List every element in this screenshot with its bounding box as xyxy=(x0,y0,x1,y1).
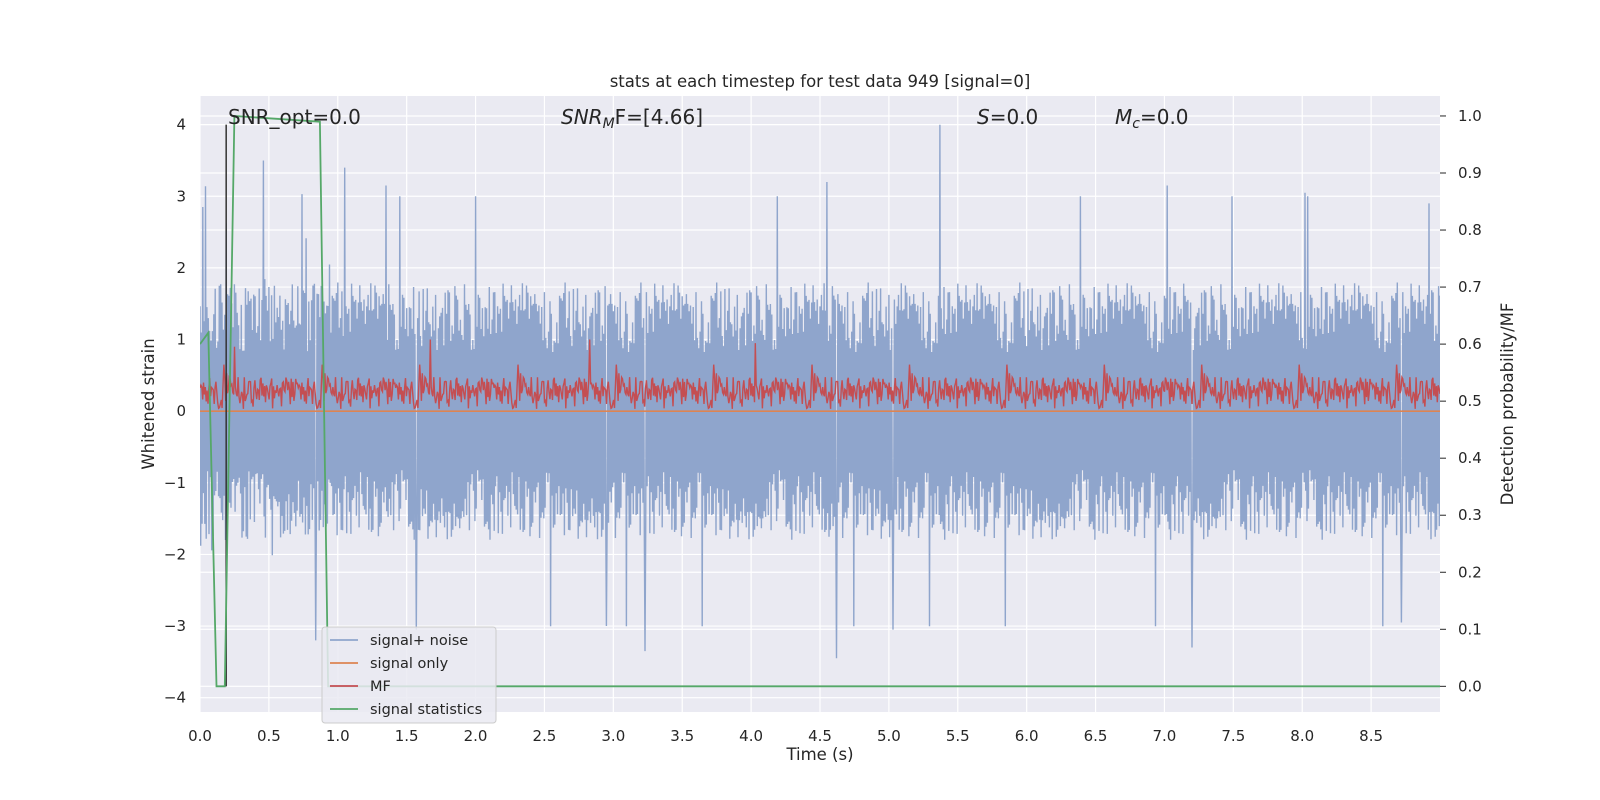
x-tick-label: 6.0 xyxy=(1015,727,1039,745)
legend-box xyxy=(321,626,497,724)
x-tick-label: 7.5 xyxy=(1221,727,1245,745)
annotation-s-main: S xyxy=(977,105,990,129)
x-tick-label: 3.5 xyxy=(670,727,694,745)
y2-tick-label: 0.6 xyxy=(1458,335,1482,353)
series-signal-plus-noise xyxy=(200,124,1440,659)
x-tick-label: 6.5 xyxy=(1084,727,1108,745)
legend-label-mf: MF xyxy=(370,679,391,695)
y-axis-label: Whitened strain xyxy=(139,338,158,469)
y2-tick-label: 0.5 xyxy=(1458,392,1482,410)
annotation-s: S=0.0 xyxy=(977,105,1038,129)
y2-tick-label: 0.1 xyxy=(1458,620,1482,638)
y2-axis-ticks: 1.0 0.9 0.8 0.7 0.6 0.5 0.4 0.3 0.2 0.1 0.0 xyxy=(1440,107,1482,695)
x-tick-label: 1.5 xyxy=(395,727,419,745)
annotation-mc-main: M xyxy=(1115,105,1132,129)
y-tick-label: 2 xyxy=(176,259,186,277)
y-tick-label: −1 xyxy=(164,474,186,492)
annotation-snr-mf: SNRMF=[4.66] xyxy=(561,105,703,132)
x-tick-label: 4.0 xyxy=(739,727,763,745)
annotation-mc-tail: =0.0 xyxy=(1140,105,1189,129)
x-tick-label: 2.5 xyxy=(533,727,557,745)
annotation-mc: Mc=0.0 xyxy=(1115,105,1189,132)
y2-axis-label: Detection probability/MF xyxy=(1498,303,1517,506)
x-tick-label: 1.0 xyxy=(326,727,350,745)
y2-tick-label: 0.8 xyxy=(1458,221,1482,239)
annotation-mc-sub: c xyxy=(1132,116,1140,132)
y-tick-label: −4 xyxy=(164,689,186,707)
y2-tick-label: 0.4 xyxy=(1458,449,1482,467)
x-axis-label: Time (s) xyxy=(785,745,853,764)
y-tick-label: 0 xyxy=(176,402,186,420)
x-tick-label: 0.5 xyxy=(257,727,281,745)
x-tick-label: 2.0 xyxy=(464,727,488,745)
annotation-snr-mf-sub: M xyxy=(603,116,615,132)
chart-title: stats at each timestep for test data 949… xyxy=(610,72,1031,91)
x-tick-label: 8.5 xyxy=(1359,727,1383,745)
y2-tick-label: 0.2 xyxy=(1458,563,1482,581)
x-tick-label: 0.0 xyxy=(188,727,212,745)
legend-label-signal-statistics: signal statistics xyxy=(370,702,482,718)
y2-tick-label: 0.9 xyxy=(1458,164,1482,182)
y2-tick-label: 0.3 xyxy=(1458,506,1482,524)
annotation-snr-opt: SNR_opt=0.0 xyxy=(228,105,361,129)
y-axis-ticks: 4 3 2 1 0 −1 −2 −3 −4 xyxy=(164,116,186,707)
x-tick-label: 8.0 xyxy=(1290,727,1314,745)
y-tick-label: −2 xyxy=(164,545,186,563)
y2-tick-label: 0.7 xyxy=(1458,278,1482,296)
annotation-snr-mf-main: SNR xyxy=(561,105,603,129)
y-tick-label: −3 xyxy=(164,617,186,635)
legend-label-signal-plus-noise: signal+ noise xyxy=(370,633,468,649)
x-tick-label: 5.0 xyxy=(877,727,901,745)
y2-tick-label: 0.0 xyxy=(1458,677,1482,695)
x-tick-label: 5.5 xyxy=(946,727,970,745)
legend-label-signal-only: signal only xyxy=(370,656,449,672)
x-tick-label: 4.5 xyxy=(808,727,832,745)
series-mf xyxy=(200,339,1440,410)
y2-tick-label: 1.0 xyxy=(1458,107,1482,125)
legend: signal+ noise signal only MF signal stat… xyxy=(321,626,497,724)
y-tick-label: 1 xyxy=(176,331,186,349)
x-axis-ticks: 0.0 0.5 1.0 1.5 2.0 2.5 3.0 3.5 4.0 4.5 5.0 5.5 6.0 6… xyxy=(188,727,1383,745)
y-tick-label: 4 xyxy=(176,116,186,134)
annotation-snr-mf-tail: F=[4.66] xyxy=(615,105,703,129)
x-tick-label: 7.0 xyxy=(1153,727,1177,745)
annotation-s-tail: =0.0 xyxy=(990,105,1039,129)
y-tick-label: 3 xyxy=(176,187,186,205)
x-tick-label: 3.0 xyxy=(601,727,625,745)
